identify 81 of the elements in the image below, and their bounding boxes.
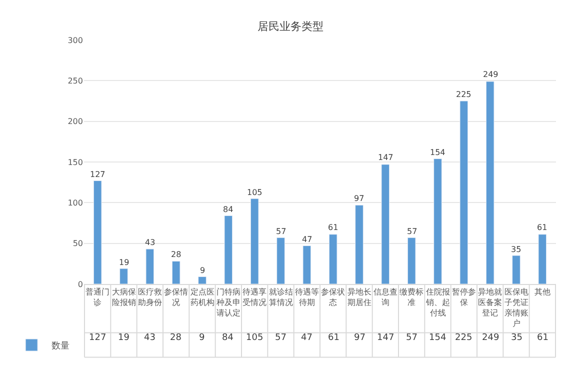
legend-label: 数量 bbox=[52, 340, 70, 352]
text: 43 bbox=[145, 238, 156, 247]
x-tick-label: 待遇等待期 bbox=[294, 288, 319, 307]
bar bbox=[538, 234, 547, 284]
text: 47 bbox=[302, 235, 312, 244]
data-label: 127 bbox=[89, 333, 106, 343]
bar bbox=[460, 100, 468, 284]
data-label: 9 bbox=[199, 333, 205, 343]
x-tick-label: 待遇享受情况 bbox=[242, 288, 267, 307]
bar bbox=[93, 180, 102, 284]
bar bbox=[250, 198, 259, 284]
y-tick-label: 150 bbox=[68, 158, 83, 167]
data-label: 154 bbox=[429, 333, 446, 343]
text: 127 bbox=[90, 170, 106, 179]
y-tick-label: 200 bbox=[68, 117, 83, 126]
text: 35 bbox=[511, 245, 522, 254]
x-tick-label: 异地就医备案登记 bbox=[478, 288, 502, 318]
text: 19 bbox=[119, 258, 130, 267]
x-tick-label: 暂停参保 bbox=[452, 288, 476, 307]
bar bbox=[224, 215, 233, 284]
bar bbox=[381, 164, 390, 284]
text: 105 bbox=[247, 188, 262, 197]
bar bbox=[198, 276, 206, 284]
data-label: 84 bbox=[222, 333, 234, 343]
y-tick-label: 50 bbox=[72, 239, 83, 248]
bar bbox=[302, 246, 312, 284]
x-tick-label: 大病保险报销 bbox=[112, 288, 136, 307]
text: 249 bbox=[483, 70, 498, 79]
text: 28 bbox=[171, 250, 182, 259]
data-label: 105 bbox=[246, 333, 264, 343]
bar bbox=[328, 234, 338, 284]
data-label: 57 bbox=[275, 333, 286, 343]
text: 225 bbox=[456, 90, 472, 99]
data-label: 61 bbox=[537, 333, 548, 343]
data-label: 97 bbox=[354, 333, 366, 343]
chart-title: 居民业务类型 bbox=[258, 20, 324, 33]
bar bbox=[434, 158, 442, 284]
text: 97 bbox=[354, 194, 364, 203]
data-label: 35 bbox=[511, 333, 522, 343]
y-tick-label: 250 bbox=[68, 76, 83, 86]
x-tick-label: 异地长期居住 bbox=[347, 288, 372, 307]
y-tick-label: 300 bbox=[68, 36, 83, 45]
x-tick-label: 参保状态 bbox=[321, 288, 346, 307]
bar bbox=[486, 81, 494, 284]
text: 9 bbox=[200, 266, 206, 275]
data-label: 57 bbox=[406, 333, 418, 343]
bar bbox=[355, 204, 364, 284]
x-tick-label: 住院报销、起付线 bbox=[424, 288, 450, 318]
bar bbox=[276, 237, 285, 284]
x-tick-label: 普通门诊 bbox=[86, 288, 110, 307]
text: 57 bbox=[276, 227, 286, 236]
text: 84 bbox=[223, 205, 234, 214]
bar bbox=[407, 237, 416, 284]
bar bbox=[172, 260, 180, 284]
text: 147 bbox=[378, 153, 394, 162]
data-label: 147 bbox=[377, 333, 394, 343]
y-tick-label: 0 bbox=[78, 280, 83, 289]
x-tick-label: 医保电子凭证亲情账户 bbox=[504, 288, 528, 328]
y-tick-label: 100 bbox=[68, 198, 83, 208]
x-tick-label: 参保情况 bbox=[164, 288, 188, 307]
bar bbox=[512, 255, 520, 284]
x-tick-label: 信息查询 bbox=[373, 288, 398, 307]
text: 61 bbox=[537, 223, 548, 232]
x-tick-label: 就诊结算情况 bbox=[268, 288, 293, 307]
text: 57 bbox=[407, 227, 418, 236]
data-label: 28 bbox=[170, 333, 182, 343]
bar bbox=[146, 248, 154, 284]
x-tick-label: 医疗救助身份 bbox=[138, 288, 162, 307]
x-tick-label: 定点医药机构 bbox=[190, 288, 214, 307]
x-tick-label: 门特病种及申请认定 bbox=[216, 288, 240, 318]
x-tick-label: 其他 bbox=[534, 288, 550, 297]
text: 154 bbox=[430, 148, 446, 157]
data-label: 19 bbox=[118, 333, 130, 343]
data-label: 43 bbox=[144, 333, 156, 343]
data-label: 225 bbox=[455, 333, 472, 343]
data-label: 47 bbox=[301, 333, 312, 343]
data-label: 249 bbox=[482, 333, 500, 343]
data-label: 61 bbox=[328, 333, 340, 343]
x-tick-label: 缴费标准 bbox=[400, 288, 424, 307]
bar bbox=[120, 268, 128, 284]
text: 61 bbox=[328, 223, 338, 232]
